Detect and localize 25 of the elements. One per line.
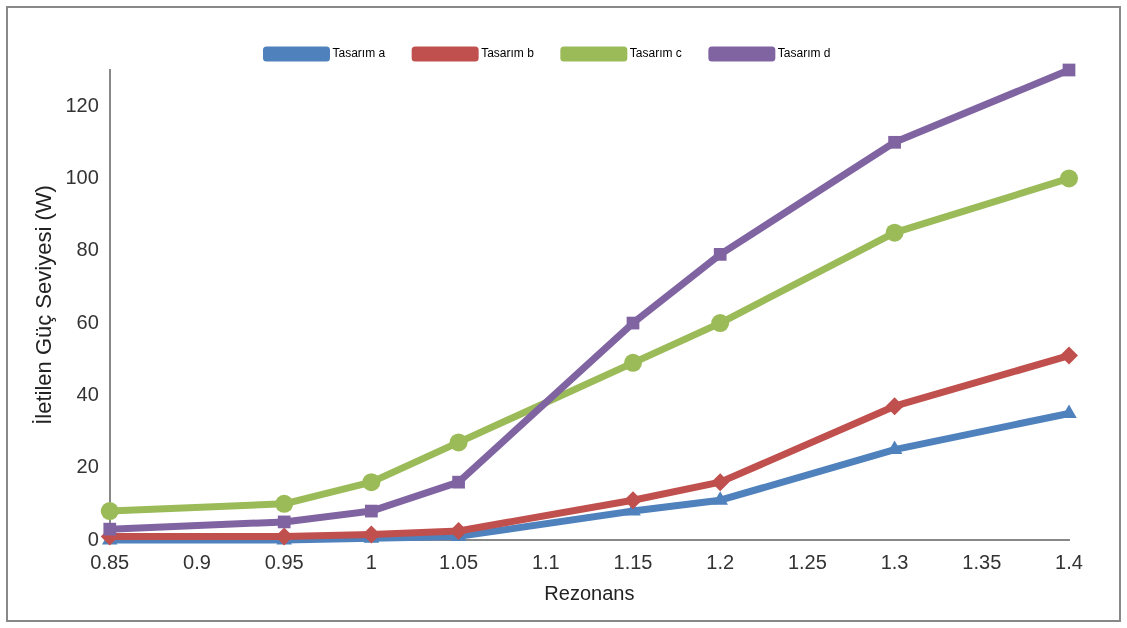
y-tick-label: 40 [76, 382, 99, 405]
legend-label: Tasarım d [777, 46, 831, 61]
y-axis-title: İletilen Güç Seviyesi (W) [31, 185, 57, 425]
x-tick-label: 1.15 [613, 550, 653, 573]
y-tick-label: 120 [65, 93, 99, 116]
x-tick-label: 1.2 [706, 550, 735, 573]
legend-label: Tasarım b [481, 46, 535, 61]
y-tick-label: 80 [76, 238, 99, 261]
x-tick-label: 1.3 [880, 550, 909, 573]
x-tick-label: 1 [365, 550, 377, 573]
y-tick-label: 60 [76, 310, 99, 333]
x-tick-label: 0.95 [264, 550, 304, 573]
y-tick-label: 100 [65, 165, 99, 188]
x-tick-label: 1.05 [439, 550, 479, 573]
y-tick-label: 20 [76, 455, 99, 478]
legend-label: Tasarım c [629, 46, 682, 61]
x-axis-title: Rezonans [544, 581, 635, 604]
x-tick-label: 0.9 [183, 550, 211, 573]
x-tick-label: 0.85 [90, 550, 130, 573]
y-tick-label: 0 [87, 527, 99, 550]
legend-label: Tasarım a [332, 46, 386, 61]
x-tick-label: 1.25 [787, 550, 827, 573]
x-tick-label: 1.4 [1055, 550, 1083, 573]
x-tick-label: 1.1 [531, 550, 560, 573]
x-tick-label: 1.35 [962, 550, 1002, 573]
